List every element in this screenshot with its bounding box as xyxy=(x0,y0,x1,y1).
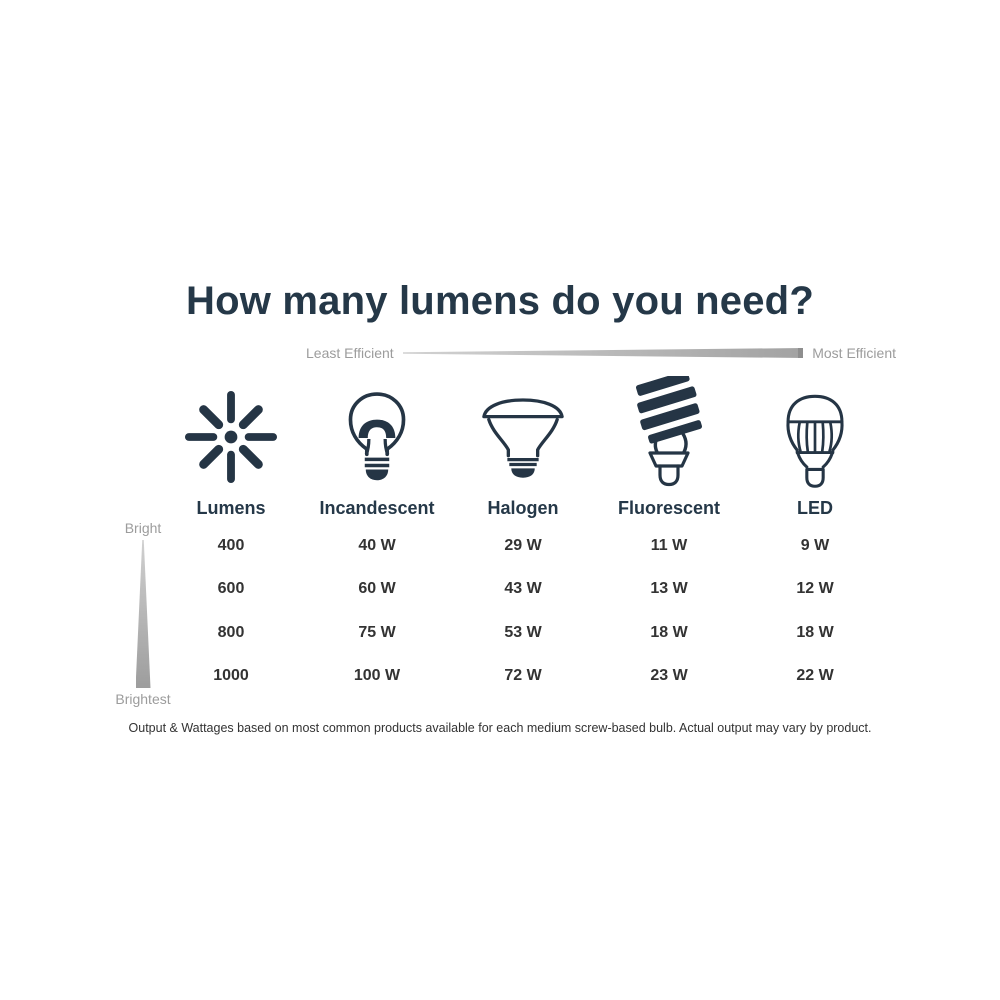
table-cell: 75 W xyxy=(358,623,396,641)
table-cell: 9 W xyxy=(800,536,830,554)
brightness-scale: Bright Brightest xyxy=(97,519,189,708)
column-header: Halogen xyxy=(487,498,559,518)
page-title: How many lumens do you need? xyxy=(186,279,814,323)
column-halogen: Halogen xyxy=(450,374,596,519)
table-cell-lumens: 600 xyxy=(217,580,245,598)
table-cell: 23 W xyxy=(650,667,688,685)
column-header: Lumens xyxy=(196,498,266,518)
efficiency-gradient-arrow xyxy=(402,348,804,358)
footnote: Output & Wattages based on most common p… xyxy=(128,721,872,735)
table-cell: 60 W xyxy=(358,580,396,598)
table-cell-lumens: 1000 xyxy=(213,667,249,685)
column-lumens: Lumens xyxy=(158,374,304,519)
cfl-bulb-icon xyxy=(621,374,717,492)
brightness-wedge-shape xyxy=(135,540,151,688)
column-header: Fluorescent xyxy=(617,498,721,518)
table-cell: 22 W xyxy=(796,667,834,685)
incandescent-bulb-icon xyxy=(338,374,416,492)
table-cell: 53 W xyxy=(504,623,542,641)
table-cell: 29 W xyxy=(504,536,542,554)
efficiency-wedge-endcap xyxy=(798,348,804,358)
table-cell: 72 W xyxy=(504,667,542,685)
table-cell: 18 W xyxy=(650,623,688,641)
efficiency-scale: Least Efficient Most Efficient xyxy=(306,343,896,363)
least-efficient-label: Least Efficient xyxy=(306,345,394,361)
led-bulb-icon xyxy=(774,374,856,492)
brightest-label: Brightest xyxy=(115,691,171,707)
table-cell: 13 W xyxy=(650,580,688,598)
wattage-table: 400 40 W 29 W 11 W 9 W 600 60 W 43 W 13 … xyxy=(158,524,888,698)
column-header-row: Lumens Incandescent xyxy=(158,374,888,519)
column-header: Incandescent xyxy=(319,498,435,518)
halogen-bulb-icon xyxy=(480,374,566,492)
table-cell: 12 W xyxy=(796,580,834,598)
table-cell: 100 W xyxy=(353,667,401,685)
column-incandescent: Incandescent xyxy=(304,374,450,519)
starburst-lumens-icon xyxy=(184,374,278,492)
table-cell: 18 W xyxy=(796,623,834,641)
table-cell-lumens: 400 xyxy=(217,536,245,554)
efficiency-wedge-shape xyxy=(402,348,804,358)
column-led: LED xyxy=(742,374,888,519)
table-cell: 11 W xyxy=(650,536,688,554)
table-cell: 40 W xyxy=(358,536,396,554)
bright-label: Bright xyxy=(124,520,162,536)
most-efficient-label: Most Efficient xyxy=(812,345,896,361)
column-header: LED xyxy=(797,498,833,518)
table-cell: 43 W xyxy=(504,580,542,598)
table-cell-lumens: 800 xyxy=(217,623,245,641)
column-fluorescent: Fluorescent xyxy=(596,374,742,519)
